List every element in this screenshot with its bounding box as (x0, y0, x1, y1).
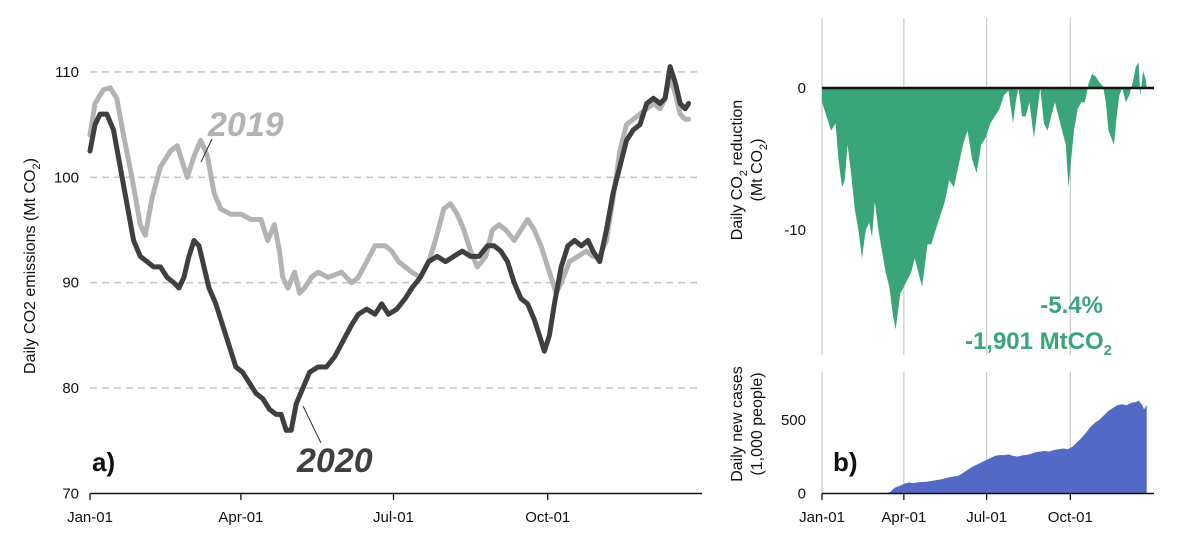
panel-a-y-tick-label: 80 (62, 380, 79, 397)
panel-b-bottom-y-axis-label: Daily new cases (729, 366, 746, 482)
panel-a-label: a) (92, 447, 115, 477)
panel-a-series (87, 64, 692, 433)
panel-b-top-y-axis-label-line2: (Mt CO2) (749, 139, 770, 202)
panel-b-top-y-tick-label: 0 (798, 80, 806, 97)
panel-b-bottom-y-axis-label-line2: (1,000 people) (749, 372, 766, 475)
panel-b-bottom-y-tick-labels: 0 500 (781, 412, 806, 503)
panel-b-top-y-axis-label: Daily CO2 reduction (729, 100, 750, 240)
panel-b-reduction-area (822, 62, 1147, 330)
series-line-2020 (87, 64, 692, 433)
panel-b-x-ticks: Jan-01 Apr-01 Jul-01 Oct-01 (799, 493, 1093, 526)
panel-a-x-tick-label: Oct-01 (525, 509, 570, 526)
panel-a-y-tick-labels: 70 80 90 100 110 (54, 64, 79, 503)
panel-a-x-tick-label: Jan-01 (67, 509, 113, 526)
panel-a-y-tick-label: 100 (54, 169, 79, 186)
panel-b-top-y-tick-labels: 0 -10 (784, 80, 806, 239)
panel-a-gridlines (90, 71, 702, 389)
panel-a-y-tick-label: 70 (62, 486, 79, 503)
reduction-total-annotation: -1,901 MtCO2 (965, 328, 1112, 359)
panel-a-y-tick-label: 90 (62, 275, 79, 292)
annotation-2019-label: 2019 (207, 106, 284, 144)
panel-b-label: b) (833, 447, 858, 477)
panel-a-y-axis-label: Daily CO2 emissions (Mt CO2) (22, 158, 43, 374)
reduction-percent-annotation: -5.4% (1040, 292, 1103, 319)
annotation-2020-label: 2020 (296, 442, 373, 480)
panel-b-cases-area (822, 400, 1147, 494)
panel-b-x-tick-label: Apr-01 (881, 509, 926, 526)
panel-b-bottom-y-tick-label: 0 (798, 486, 806, 503)
panel-a-x-ticks: Jan-01 Apr-01 Jul-01 Oct-01 (67, 493, 570, 526)
panel-a-y-tick-label: 110 (55, 64, 79, 81)
panel-a-x-tick-label: Jul-01 (373, 509, 414, 526)
panel-b-x-tick-label: Oct-01 (1048, 509, 1093, 526)
panel-a-x-tick-label: Apr-01 (218, 509, 263, 526)
annotation-2019-leader (200, 138, 213, 163)
panel-b-top-y-tick-label: -10 (784, 222, 806, 239)
panel-b-x-tick-label: Jan-01 (799, 509, 845, 526)
annotation-2020-leader (302, 405, 322, 444)
panel-b-x-tick-label: Jul-01 (966, 509, 1007, 526)
panel-b-bottom-y-tick-label: 500 (781, 412, 806, 429)
